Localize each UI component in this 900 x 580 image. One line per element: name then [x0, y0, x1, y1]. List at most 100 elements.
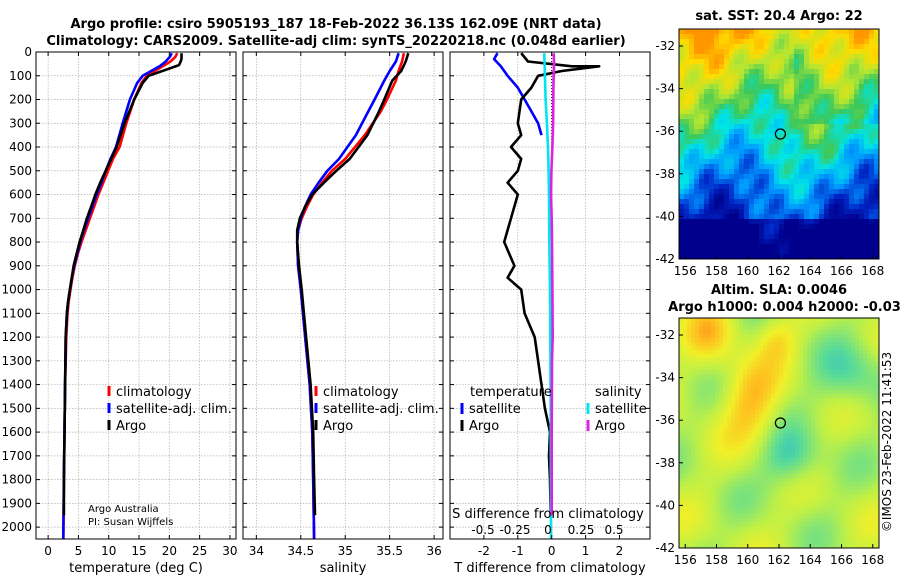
map-cell — [835, 498, 840, 503]
map-cell — [779, 229, 785, 235]
map-cell — [803, 482, 808, 487]
map-cell — [771, 390, 776, 395]
map-cell — [749, 69, 755, 75]
map-cell — [723, 482, 728, 487]
map-cell — [679, 522, 684, 527]
map-x-tick-label: 160 — [736, 264, 759, 278]
map-cell — [747, 430, 752, 435]
map-cell — [783, 474, 788, 479]
map-cell — [863, 518, 868, 523]
map-cell — [803, 434, 808, 439]
map-cell — [803, 418, 808, 423]
map-cell — [699, 99, 705, 105]
x-axis-label: salinity — [320, 561, 367, 576]
map-cell — [839, 362, 844, 367]
map-cell — [739, 39, 745, 45]
map-cell — [691, 442, 696, 447]
map-cell — [783, 478, 788, 483]
x-tick-label: 0 — [548, 544, 556, 558]
map-cell — [714, 59, 720, 65]
map-cell — [683, 410, 688, 415]
map-cell — [849, 79, 855, 85]
map-cell — [834, 99, 840, 105]
map-cell — [819, 189, 825, 195]
map-cell — [687, 434, 692, 439]
map-cell — [731, 514, 736, 519]
map-cell — [703, 422, 708, 427]
map-cell — [819, 149, 825, 155]
map-cell — [839, 164, 845, 170]
map-cell — [695, 366, 700, 371]
map-cell — [739, 506, 744, 511]
map-cell — [687, 334, 692, 339]
map-cell — [784, 224, 790, 230]
map-cell — [823, 474, 828, 479]
map-cell — [751, 370, 756, 375]
map-cell — [827, 470, 832, 475]
map-cell — [759, 370, 764, 375]
map-cell — [759, 34, 765, 40]
map-cell — [723, 410, 728, 415]
map-cell — [839, 74, 845, 80]
map-cell — [743, 418, 748, 423]
map-cell — [844, 244, 850, 250]
map-cell — [814, 124, 820, 130]
map-cell — [759, 342, 764, 347]
map-cell — [791, 466, 796, 471]
map-cell — [807, 330, 812, 335]
map-cell — [769, 229, 775, 235]
map-cell — [871, 390, 876, 395]
x-tick-label: -2 — [478, 544, 490, 558]
map-cell — [739, 426, 744, 431]
map-cell — [863, 478, 868, 483]
map-cell — [854, 39, 860, 45]
map-cell — [799, 99, 805, 105]
map-cell — [759, 330, 764, 335]
map-cell — [799, 29, 805, 35]
map-cell — [751, 346, 756, 351]
map-cell — [804, 174, 810, 180]
map-cell — [854, 244, 860, 250]
map-cell — [699, 350, 704, 355]
map-cell — [774, 29, 780, 35]
map-cell — [747, 474, 752, 479]
map-cell — [689, 184, 695, 190]
map-cell — [791, 422, 796, 427]
map-cell — [759, 149, 765, 155]
map-cell — [699, 254, 705, 259]
map-cell — [864, 219, 870, 225]
map-cell — [834, 124, 840, 130]
map-cell — [734, 224, 740, 230]
map-cell — [874, 134, 879, 140]
map-cell — [679, 382, 684, 387]
map-cell — [789, 54, 795, 60]
map-cell — [699, 534, 704, 539]
map-cell — [743, 522, 748, 527]
map-cell — [809, 109, 815, 115]
map-cell — [747, 394, 752, 399]
map-cell — [834, 104, 840, 110]
map-cell — [731, 470, 736, 475]
map-cell — [703, 386, 708, 391]
map-cell — [859, 214, 865, 220]
map-cell — [847, 534, 852, 539]
map-cell — [769, 204, 775, 210]
map-cell — [835, 386, 840, 391]
map-cell — [867, 522, 872, 527]
map-cell — [791, 354, 796, 359]
map-cell — [864, 134, 870, 140]
map-cell — [789, 34, 795, 40]
map-cell — [755, 390, 760, 395]
map-cell — [839, 358, 844, 363]
x-axis-label: T difference from climatology — [453, 561, 646, 576]
map-cell — [747, 386, 752, 391]
map-cell — [723, 446, 728, 451]
map-cell — [679, 94, 685, 100]
map-cell — [794, 84, 800, 90]
map-cell — [779, 530, 784, 535]
map-cell — [715, 438, 720, 443]
map-cell — [764, 69, 770, 75]
map-cell — [835, 474, 840, 479]
map-cell — [779, 199, 785, 205]
map-cell — [759, 426, 764, 431]
